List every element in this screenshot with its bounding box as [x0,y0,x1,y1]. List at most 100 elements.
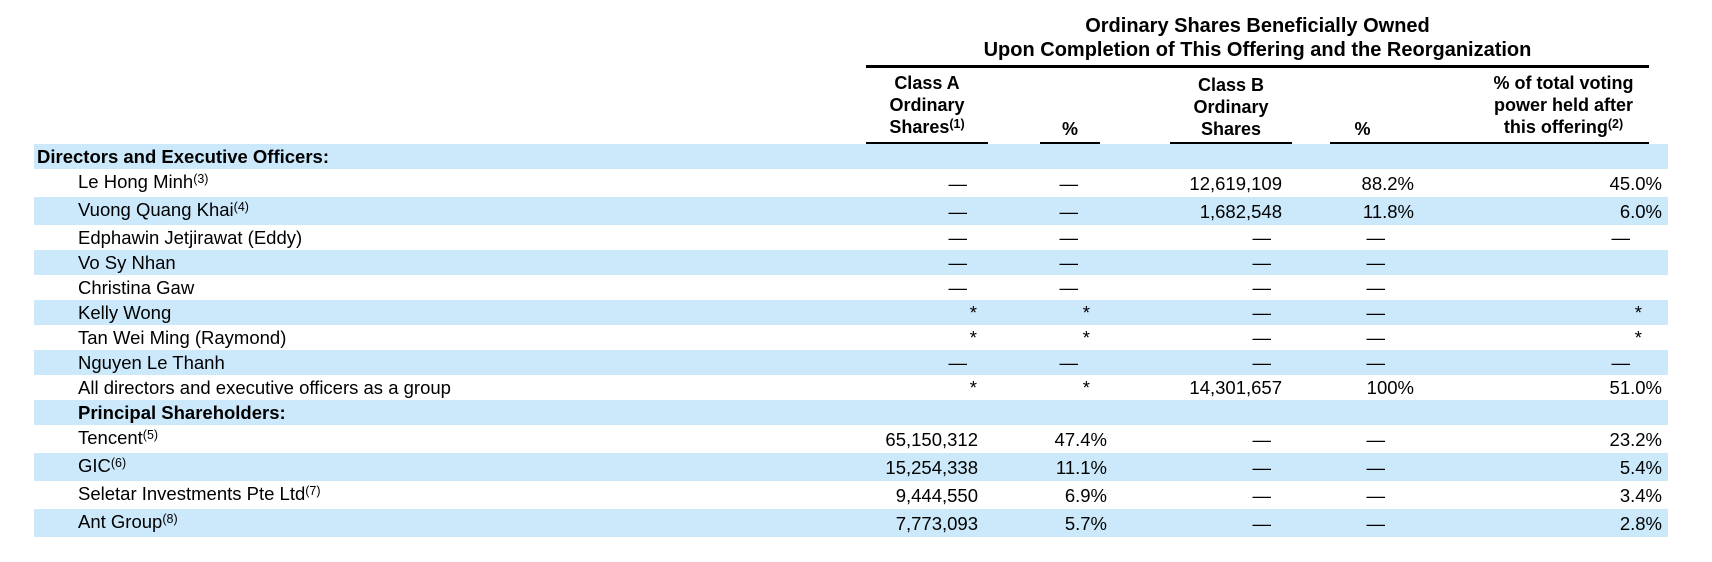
table-row: Le Hong Minh(3) — — 12,619,109 88.2% 45.0% [34,169,1668,197]
row-label: Christina Gaw [78,277,195,298]
dash-value: — [1366,512,1386,534]
dash-value: — [948,200,968,222]
cell-class-b-pct: — [1292,275,1424,300]
table-row: Seletar Investments Pte Ltd(7) 9,444,550 6… [34,481,1668,509]
cell-class-b-pct: — [1292,300,1424,325]
dash-value: — [1366,277,1386,298]
cell-voting-power: — [1424,350,1668,375]
column-header-line: % [1061,119,1078,139]
row-label: Directors and Executive Officers: [37,146,329,167]
cell-class-a-shares: * [788,325,988,350]
cell-class-a-pct: — [988,250,1117,275]
cell-class-b-shares: 1,682,548 [1199,200,1282,222]
shareholder-table-page: Ordinary Shares Beneficially Owned Upon … [0,14,1712,537]
dash-value: — [1366,252,1386,273]
table-row: Directors and Executive Officers: [34,144,1668,169]
table-row: Vo Sy Nhan — — — — [34,250,1668,275]
group-header-cell: Ordinary Shares Beneficially Owned Upon … [788,14,1668,68]
table-row: Kelly Wong * * — — * [34,300,1668,325]
table-row: Vuong Quang Khai(4) — — 1,682,548 11.8% 6.0% [34,197,1668,225]
asterisk-value: * [1634,302,1642,323]
row-label: Kelly Wong [78,302,172,323]
dash-value: — [1366,428,1386,450]
cell-class-b-shares: — [1117,275,1292,300]
row-label: Vuong Quang Khai(4) [78,199,249,220]
dash-value: — [1366,327,1386,348]
cell-class-a-pct: 5.7% [1064,512,1107,534]
column-header-line: Shares(1) [889,117,965,137]
cell-class-a-pct: 47.4% [1054,428,1107,450]
column-header-line: Class B [1197,75,1265,95]
cell-class-b-shares: — [1117,325,1292,350]
column-header-spacer [34,68,788,144]
cell-class-b-shares: 12,619,109 [1189,172,1282,194]
cell-voting-power: 23.2% [1609,428,1662,450]
dash-value: — [1252,252,1272,273]
cell-class-a-pct [988,144,1117,169]
cell-voting-power: 45.0% [1609,172,1662,194]
cell-voting-power [1424,144,1668,169]
cell-voting-power: * [1424,325,1668,350]
cell-class-a-shares: 9,444,550 [895,484,978,506]
dash-value: — [1252,327,1272,348]
group-header-spacer [34,14,788,68]
dash-value: — [1252,352,1272,373]
row-label: GIC(6) [78,455,127,476]
cell-class-a-shares: * [788,300,988,325]
cell-class-a-shares: 7,773,093 [895,512,978,534]
cell-class-b-shares: — [1117,250,1292,275]
cell-class-b-shares: — [1117,300,1292,325]
cell-class-b-pct: — [1292,350,1424,375]
asterisk-value: * [1082,327,1090,348]
row-label: Nguyen Le Thanh [78,352,225,373]
dash-value: — [948,172,968,194]
row-label: Seletar Investments Pte Ltd(7) [78,483,321,504]
cell-class-b-pct: — [1292,225,1424,250]
cell-voting-power: — [1424,225,1668,250]
cell-class-a-pct: * [988,325,1117,350]
cell-class-b-pct: — [1292,481,1424,509]
table-row: Tan Wei Ming (Raymond) * * — — * [34,325,1668,350]
dash-value: — [948,352,968,373]
table-row: GIC(6) 15,254,338 11.1% — — 5.4% [34,453,1668,481]
cell-class-a-pct [988,400,1117,425]
cell-class-b-pct [1292,144,1424,169]
cell-class-b-pct: 11.8% [1362,200,1414,222]
dash-value: — [1252,277,1272,298]
cell-class-b-pct: 100% [1366,377,1414,398]
dash-value: — [1252,456,1272,478]
row-label: Ant Group(8) [78,511,178,532]
cell-class-b-shares: — [1117,425,1292,453]
asterisk-value: * [969,327,977,348]
table-row: All directors and executive officers as … [34,375,1668,400]
table-row: Nguyen Le Thanh — — — — — [34,350,1668,375]
dash-value: — [1059,172,1079,194]
dash-value: — [1611,352,1631,373]
dash-value: — [1252,428,1272,450]
asterisk-value: * [1082,377,1090,398]
asterisk-value: * [969,377,977,398]
group-header-line1: Ordinary Shares Beneficially Owned [1085,15,1430,37]
asterisk-value: * [969,302,977,323]
dash-value: — [1059,352,1079,373]
group-header: Ordinary Shares Beneficially Owned Upon … [866,14,1649,68]
cell-class-b-pct: — [1292,425,1424,453]
cell-class-a-shares: * [788,375,988,400]
table-row: Ant Group(8) 7,773,093 5.7% — — 2.8% [34,509,1668,537]
asterisk-value: * [1634,327,1642,348]
column-header-line: Shares [1200,119,1262,139]
cell-class-a-shares [788,144,988,169]
cell-class-a-pct: * [988,375,1117,400]
dash-value: — [1059,200,1079,222]
beneficial-ownership-table: Ordinary Shares Beneficially Owned Upon … [34,14,1668,537]
cell-class-b-shares: — [1117,481,1292,509]
cell-voting-power [1424,250,1668,275]
dash-value: — [1611,227,1631,248]
cell-class-a-pct: — [988,197,1117,225]
dash-value: — [1366,484,1386,506]
column-header-class-b-shares: Class B Ordinary Shares [1117,68,1292,144]
row-label: Tencent(5) [78,427,159,448]
dash-value: — [948,227,968,248]
column-header-line: % of total voting [1493,73,1634,93]
column-header-class-a-pct: % [988,68,1117,144]
